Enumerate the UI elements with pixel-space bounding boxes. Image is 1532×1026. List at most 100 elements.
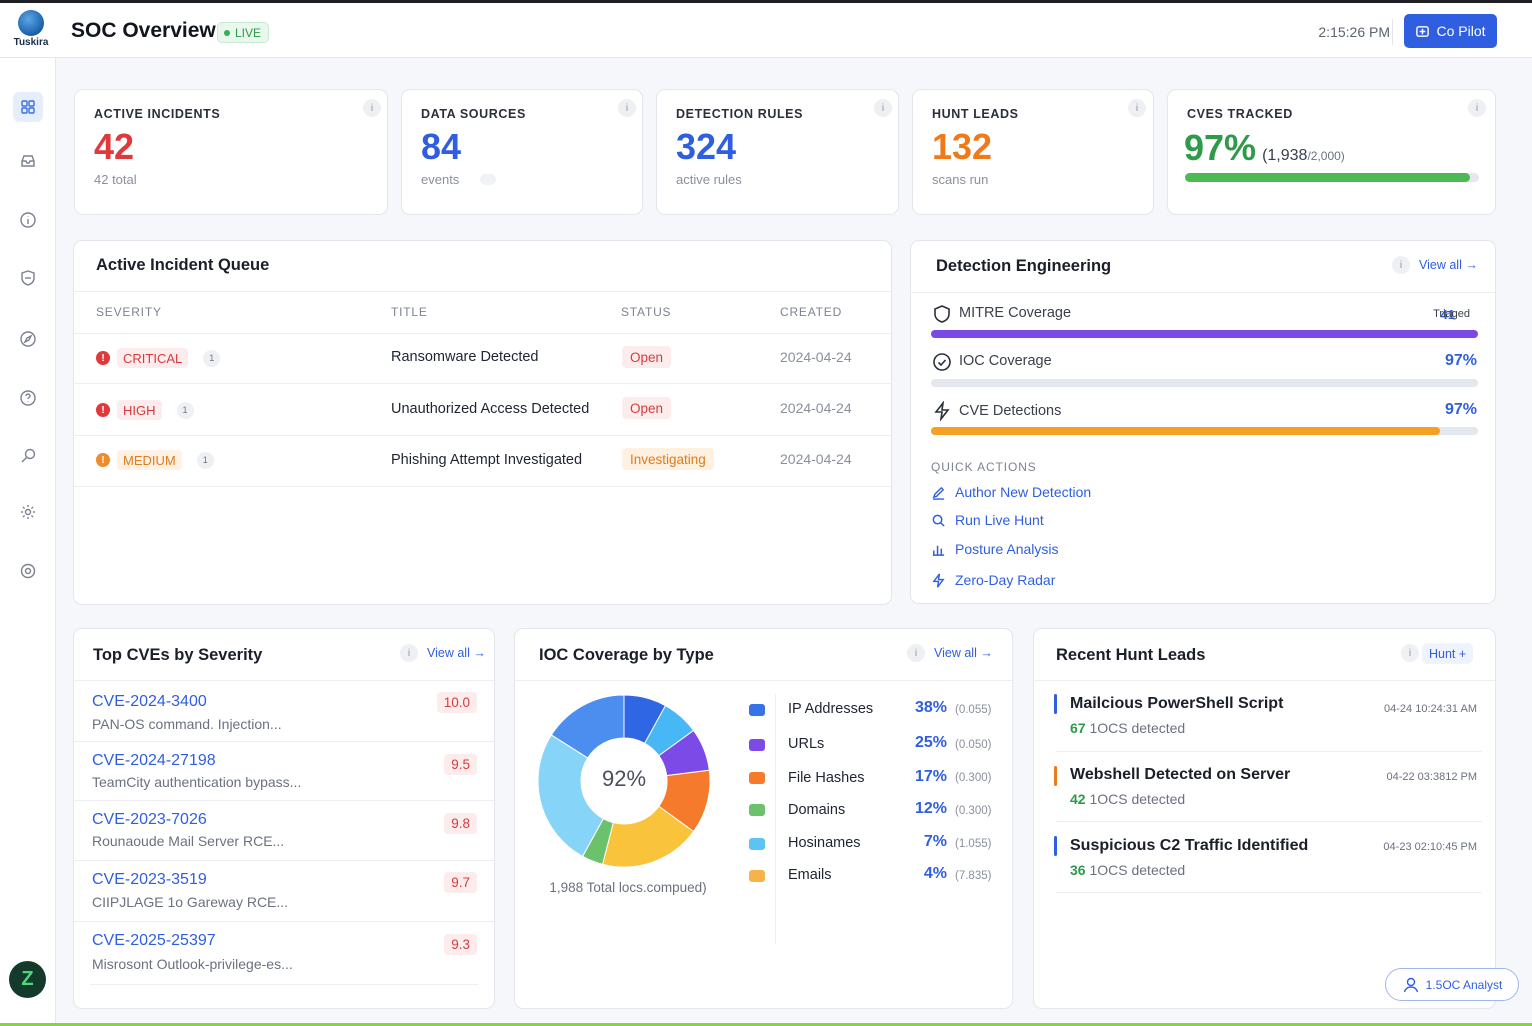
lead-sub-text: 1OCS detected xyxy=(1089,791,1186,807)
panel-title: Active Incident Queue xyxy=(96,256,270,274)
lead-title[interactable]: Webshell Detected on Server xyxy=(1070,766,1291,783)
divider xyxy=(74,680,494,681)
help-icon[interactable] xyxy=(13,383,43,413)
kpi-count-num: (1,938 xyxy=(1262,147,1308,164)
divider xyxy=(515,680,1012,681)
cve-id-link[interactable]: CVE-2024-27198 xyxy=(92,752,216,769)
col-status[interactable]: STATUS xyxy=(621,305,672,319)
copilot-icon xyxy=(1416,25,1430,37)
legend-pct: 25% xyxy=(914,734,947,751)
kpi-count: (1,938/2,000) xyxy=(1262,147,1345,165)
bottom-border xyxy=(0,1023,1532,1026)
hunt-button[interactable]: Hunt + xyxy=(1422,643,1474,664)
shield-icon[interactable] xyxy=(13,263,43,293)
severity-tag: MEDIUM xyxy=(117,450,182,470)
info-icon[interactable]: i xyxy=(618,99,636,117)
kpi-data-sources[interactable]: i DATA SOURCES 84 events xyxy=(401,89,643,215)
status-badge: Open xyxy=(622,397,672,419)
lead-sub: 36 1OCS detected xyxy=(1070,862,1185,878)
qa-label: Run Live Hunt xyxy=(955,512,1044,528)
divider xyxy=(74,383,891,384)
analyst-button[interactable]: 1.5OC Analyst xyxy=(1385,968,1519,1001)
qa-run-live-hunt[interactable]: Run Live Hunt xyxy=(931,512,1044,528)
toggle-indicator xyxy=(480,174,496,185)
kpi-value: 324 xyxy=(676,126,737,167)
legend-pct: 12% xyxy=(914,800,947,817)
shield-icon xyxy=(934,305,950,323)
view-all-link[interactable]: View all → xyxy=(427,646,486,660)
ioc-coverage-panel: IOC Coverage by Type i View all → 92% 1,… xyxy=(514,628,1013,1009)
divider xyxy=(911,292,1495,293)
info-icon[interactable]: i xyxy=(1401,644,1419,662)
bolt-icon xyxy=(934,401,950,421)
col-created[interactable]: CREATED xyxy=(780,305,843,319)
col-title[interactable]: TITLE xyxy=(391,305,428,319)
lead-indicator xyxy=(1054,694,1057,714)
info-icon[interactable]: i xyxy=(1128,99,1146,117)
search-user-icon[interactable] xyxy=(13,441,43,471)
view-all-link[interactable]: View all → xyxy=(1419,258,1478,272)
panel-title: Recent Hunt Leads xyxy=(1056,646,1206,664)
dashboard-icon[interactable] xyxy=(13,92,43,122)
incident-title[interactable]: Unauthorized Access Detected xyxy=(391,401,590,417)
mitre-count-label: Triaged xyxy=(1433,308,1470,320)
alert-icon: ! xyxy=(96,403,110,417)
inbox-icon[interactable] xyxy=(13,146,43,176)
info-icon[interactable]: i xyxy=(907,644,925,662)
qa-label: Posture Analysis xyxy=(955,541,1059,557)
kpi-active-incidents[interactable]: i ACTIVE INCIDENTS 42 42 total xyxy=(74,89,388,215)
kpi-cves-tracked[interactable]: i CVES TRACKED 97% (1,938/2,000) xyxy=(1167,89,1496,215)
cve-id-link[interactable]: CVE-2024-3400 xyxy=(92,693,207,710)
cve-description: CIIPJLAGE 1o Gareway RCE... xyxy=(92,894,289,910)
lead-time: 04-24 10:24:31 AM xyxy=(1384,703,1477,715)
incident-title[interactable]: Ransomware Detected xyxy=(391,349,539,365)
cve-score-badge: 10.0 xyxy=(436,692,477,713)
col-severity[interactable]: SEVERITY xyxy=(96,305,162,319)
brand-logo[interactable]: Tuskira xyxy=(10,10,52,48)
qa-posture-analysis[interactable]: Posture Analysis xyxy=(931,541,1059,557)
lead-count: 42 xyxy=(1070,791,1086,807)
copilot-button[interactable]: Co Pilot xyxy=(1404,14,1497,48)
cve-id-link[interactable]: CVE-2023-7026 xyxy=(92,811,207,828)
divider xyxy=(74,860,494,861)
settings-alt-icon[interactable] xyxy=(13,556,43,586)
user-icon xyxy=(1403,977,1418,992)
info-icon[interactable]: i xyxy=(1392,256,1410,274)
lead-title[interactable]: Mailcious PowerShell Script xyxy=(1070,695,1284,712)
cve-description: Misrosont Outlook-privilege-es... xyxy=(92,956,293,972)
legend-pct: 7% xyxy=(923,833,947,850)
kpi-detection-rules[interactable]: i DETECTION RULES 324 active rules xyxy=(656,89,899,215)
info-icon[interactable] xyxy=(13,205,43,235)
kpi-value-group: 97% (1,938/2,000) xyxy=(1184,127,1345,169)
alert-icon: ! xyxy=(96,453,110,467)
live-dot-icon xyxy=(224,29,230,36)
qa-zero-day-radar[interactable]: Zero-Day Radar xyxy=(931,572,1055,588)
legend-sub: (0.300) xyxy=(955,805,992,817)
legend-swatch xyxy=(749,804,765,816)
kpi-hunt-leads[interactable]: i HUNT LEADS 132 scans run xyxy=(912,89,1154,215)
kpi-label: DETECTION RULES xyxy=(676,107,804,121)
compass-icon[interactable] xyxy=(13,324,43,354)
cve-id-link[interactable]: CVE-2023-3519 xyxy=(92,871,207,888)
user-avatar[interactable]: Z xyxy=(9,961,46,998)
qa-author-detection[interactable]: Author New Detection xyxy=(931,484,1091,500)
tuskira-logo-icon xyxy=(18,10,44,36)
divider xyxy=(90,984,478,985)
cve-description: TeamCity authentication bypass... xyxy=(92,774,302,790)
cve-id-link[interactable]: CVE-2025-25397 xyxy=(92,932,216,949)
search-icon xyxy=(932,514,945,527)
lead-title[interactable]: Suspicious C2 Traffic Identified xyxy=(1070,837,1309,854)
ioc-donut-chart xyxy=(537,694,711,868)
settings-icon[interactable] xyxy=(13,497,43,527)
info-icon[interactable]: i xyxy=(363,99,381,117)
info-icon[interactable]: i xyxy=(400,644,418,662)
legend-name: Domains xyxy=(788,802,846,818)
severity-critical: ! CRITICAL 1 xyxy=(96,348,221,368)
divider xyxy=(74,291,891,292)
divider xyxy=(74,800,494,801)
info-icon[interactable]: i xyxy=(874,99,892,117)
incident-title[interactable]: Phishing Attempt Investigated xyxy=(391,452,583,468)
view-all-link[interactable]: View all → xyxy=(934,646,993,660)
lead-time: 04-22 03:3812 PM xyxy=(1386,771,1477,783)
info-icon[interactable]: i xyxy=(1468,99,1486,117)
